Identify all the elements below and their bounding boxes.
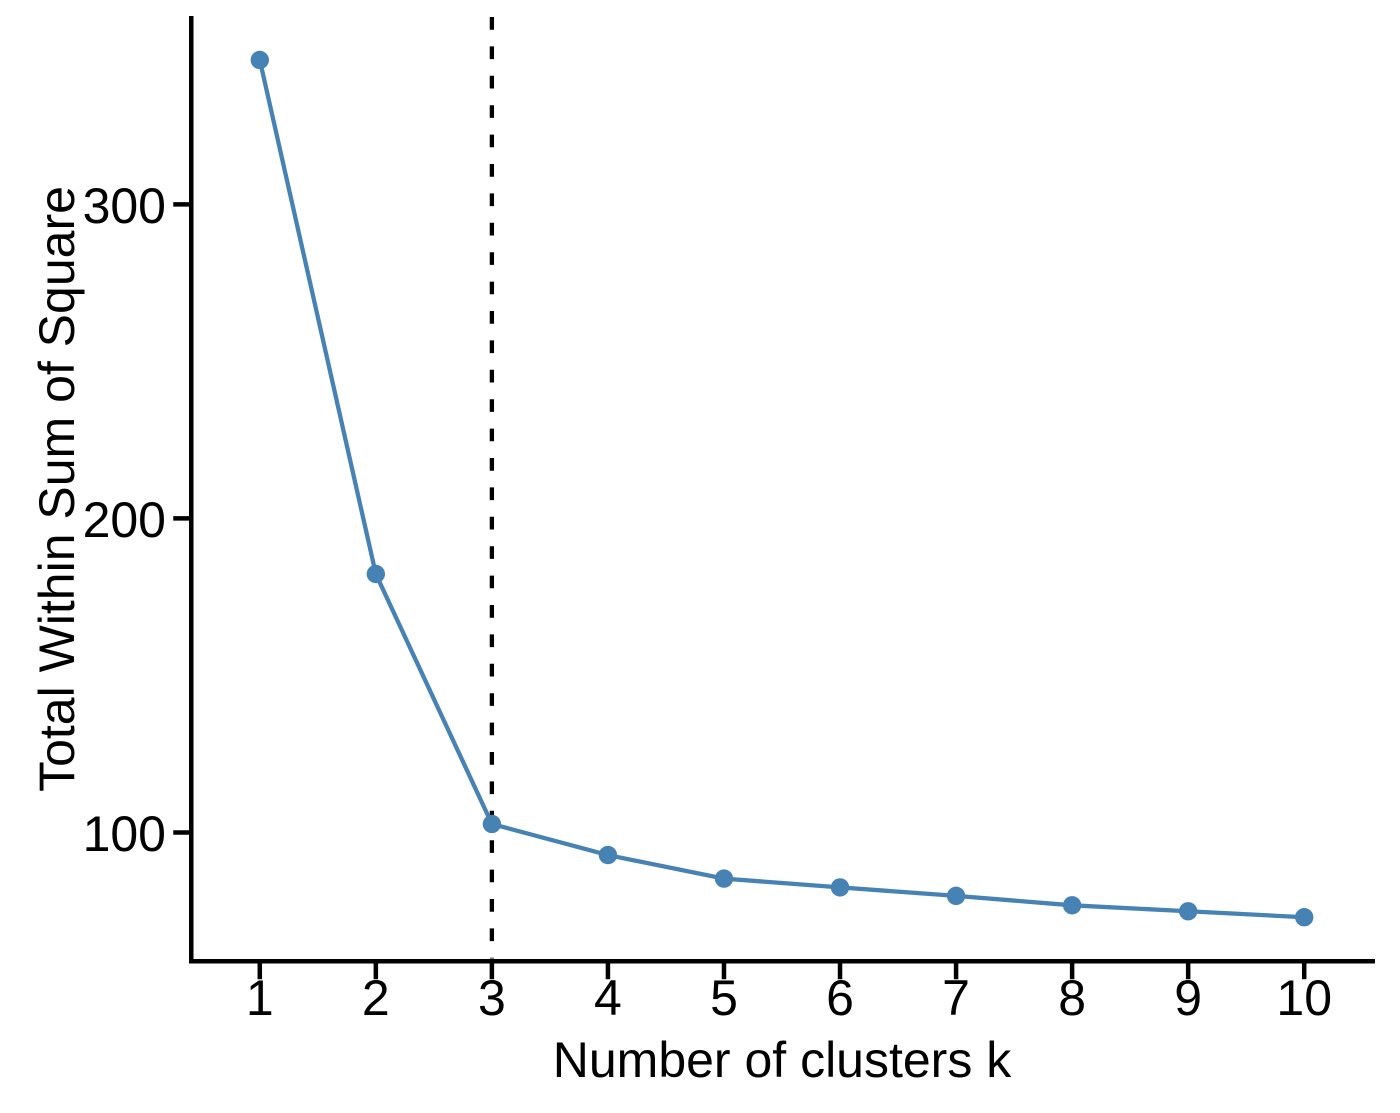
x-tick-label: 2 bbox=[362, 970, 390, 1026]
data-point-k4 bbox=[598, 845, 618, 865]
x-tick-label: 4 bbox=[594, 970, 622, 1026]
y-tick-label: 300 bbox=[83, 178, 166, 234]
data-point-k3 bbox=[482, 814, 502, 834]
x-axis-title: Number of clusters k bbox=[553, 1032, 1012, 1088]
x-tick-label: 9 bbox=[1174, 970, 1202, 1026]
y-tick-label: 200 bbox=[83, 492, 166, 548]
data-point-k6 bbox=[830, 878, 850, 897]
x-tick-label: 1 bbox=[246, 970, 274, 1026]
x-tick-label: 10 bbox=[1276, 970, 1332, 1026]
y-axis-title: Total Within Sum of Square bbox=[29, 186, 85, 792]
data-point-k10 bbox=[1295, 908, 1314, 927]
wss-line bbox=[257, 59, 1305, 920]
x-tick-label: 6 bbox=[826, 970, 854, 1026]
y-tick-label: 100 bbox=[83, 806, 166, 862]
x-tick-label: 7 bbox=[942, 970, 970, 1026]
plot-panel: 100 200 300 1 2 3 4 5 6 7 8 9 10 bbox=[83, 16, 1375, 1026]
x-tick-label: 8 bbox=[1058, 970, 1086, 1026]
data-point-k5 bbox=[714, 869, 734, 888]
x-tick-label: 3 bbox=[478, 970, 506, 1026]
data-point-k2 bbox=[366, 564, 386, 584]
data-point-k9 bbox=[1178, 902, 1198, 921]
data-point-k7 bbox=[946, 886, 966, 906]
data-point-k8 bbox=[1062, 896, 1082, 915]
data-point-k1 bbox=[250, 50, 269, 70]
x-tick-label: 5 bbox=[710, 970, 738, 1026]
